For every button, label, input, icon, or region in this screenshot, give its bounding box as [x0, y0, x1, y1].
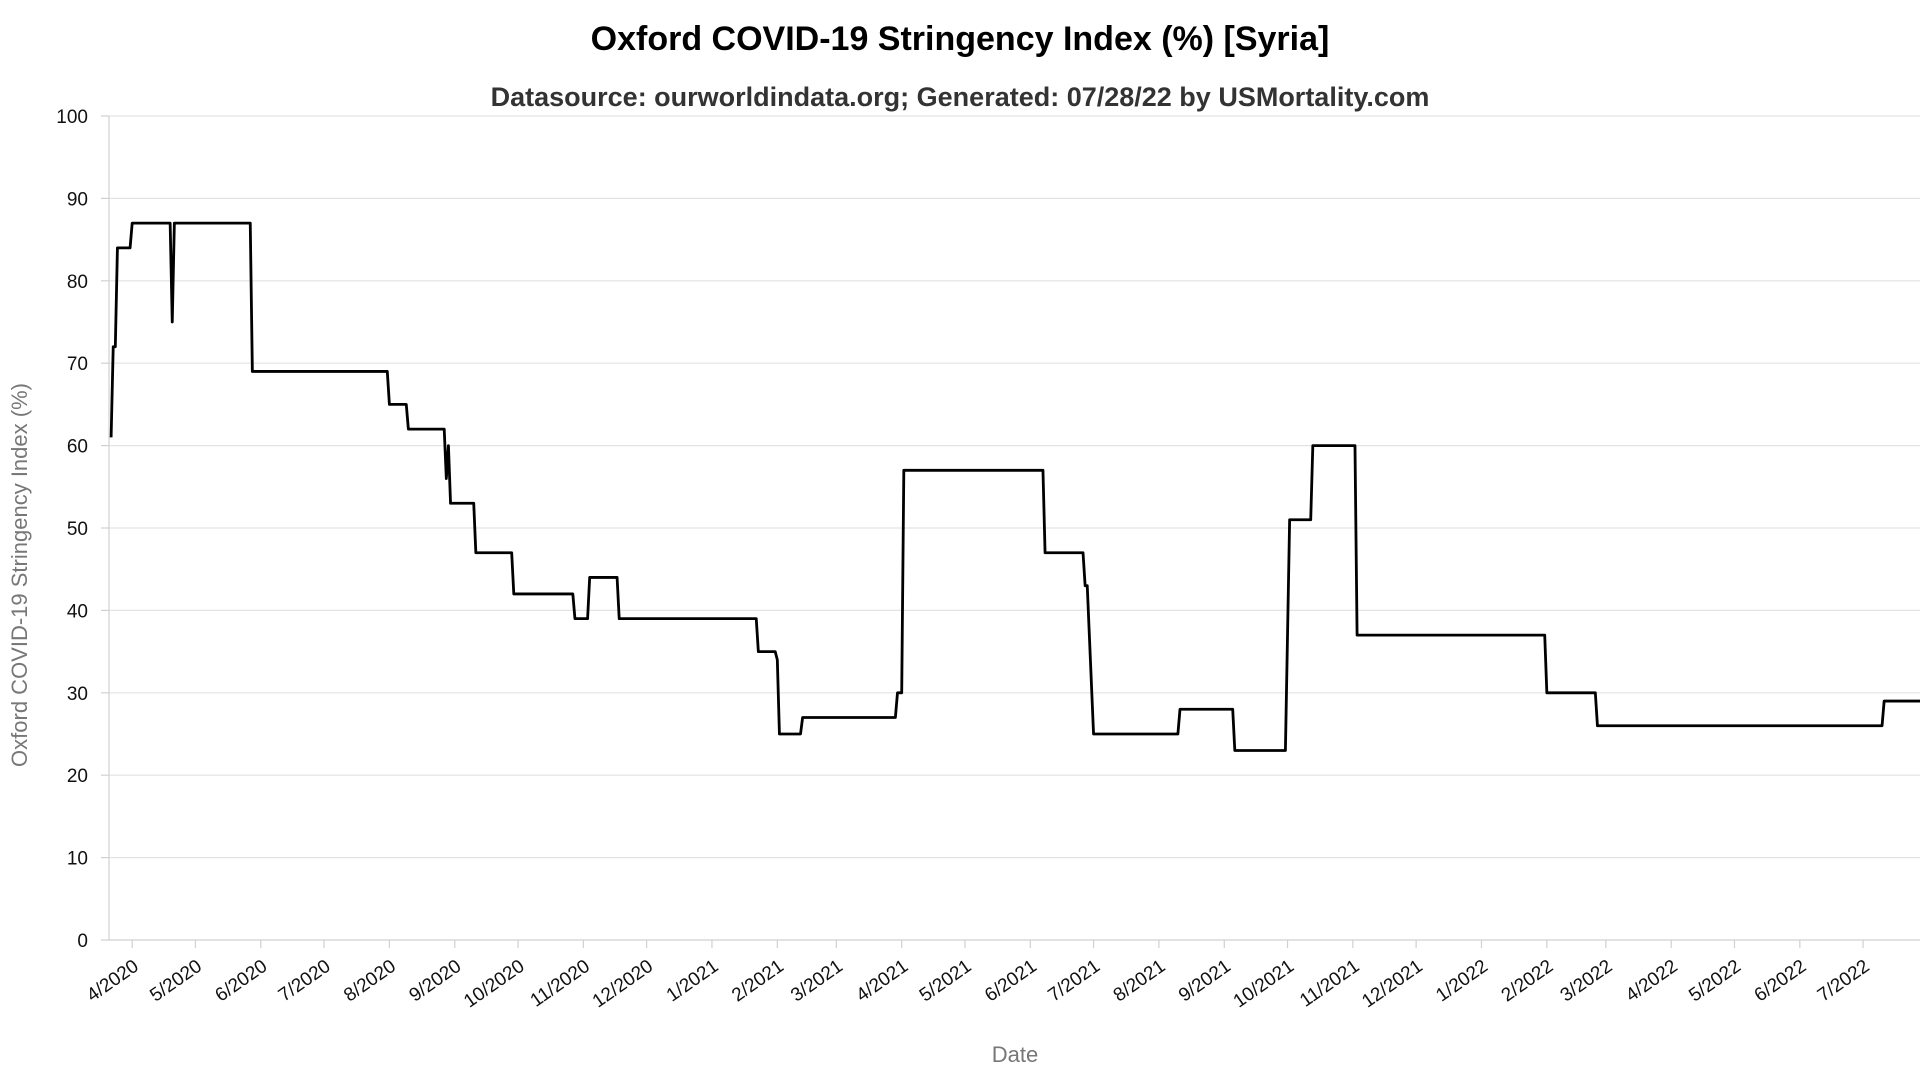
x-tick-label: 11/2021 [1296, 956, 1363, 1012]
x-tick-label: 8/2020 [340, 956, 400, 1007]
x-tick-label: 1/2022 [1432, 956, 1492, 1007]
x-tick-label: 5/2022 [1685, 956, 1745, 1007]
x-tick-label: 12/2021 [1358, 956, 1426, 1013]
x-tick-label: 4/2022 [1622, 956, 1682, 1007]
x-tick-label: 3/2022 [1557, 956, 1617, 1007]
y-tick-label: 10 [67, 849, 88, 870]
series-layer [109, 221, 1920, 752]
stringency-index-line [109, 221, 1920, 752]
y-tick-label: 60 [67, 437, 88, 458]
x-tick-label: 9/2020 [406, 956, 466, 1007]
y-tick-label: 40 [67, 601, 88, 622]
x-tick-label: 10/2020 [460, 956, 528, 1013]
y-tick-label: 100 [56, 107, 88, 128]
x-tick-label: 1/2021 [663, 956, 723, 1007]
x-tick-label: 5/2021 [916, 956, 976, 1007]
x-axis-ticks: 4/2020 5/2020 6/2020 7/2020 8/2020 9/202010/2… [83, 956, 1874, 1013]
gridlines [109, 115, 1920, 859]
x-tick-label: 9/2021 [1175, 956, 1235, 1007]
y-axis-ticks: 0 10 20 30 40 50 60 70 80 90 100 [56, 107, 88, 952]
x-tick-label: 7/2020 [275, 956, 335, 1007]
y-tick-label: 0 [77, 931, 88, 952]
y-tick-label: 20 [67, 766, 88, 787]
x-tick-label: 11/2020 [527, 956, 594, 1012]
x-tick-label: 6/2021 [981, 956, 1041, 1007]
x-tick-label: 7/2022 [1814, 956, 1874, 1007]
x-tick-label: 10/2021 [1230, 956, 1298, 1013]
x-tick-label: 2/2021 [728, 956, 788, 1007]
y-tick-label: 50 [67, 519, 88, 540]
x-tick-label: 3/2021 [787, 956, 847, 1007]
x-tick-label: 8/2021 [1110, 956, 1170, 1007]
x-tick-label: 5/2020 [146, 956, 206, 1007]
y-tick-label: 30 [67, 684, 88, 705]
y-tick-label: 80 [67, 272, 88, 293]
x-tick-label: 7/2021 [1044, 956, 1104, 1007]
chart-title: Oxford COVID-19 Stringency Index (%) [Sy… [591, 20, 1330, 58]
x-tick-label: 12/2020 [589, 956, 657, 1013]
y-tick-label: 90 [67, 189, 88, 210]
axes [101, 115, 1920, 948]
chart-subtitle: Datasource: ourworldindata.org; Generate… [491, 82, 1430, 112]
x-tick-label: 6/2022 [1751, 956, 1811, 1007]
x-axis-title: Date [992, 1042, 1038, 1067]
x-tick-label: 4/2021 [853, 956, 913, 1007]
y-axis-title: Oxford COVID-19 Stringency Index (%) [7, 383, 32, 767]
x-tick-label: 2/2022 [1498, 956, 1558, 1007]
y-tick-label: 70 [67, 354, 88, 375]
x-tick-label: 4/2020 [83, 956, 143, 1007]
x-tick-label: 6/2020 [212, 956, 272, 1007]
